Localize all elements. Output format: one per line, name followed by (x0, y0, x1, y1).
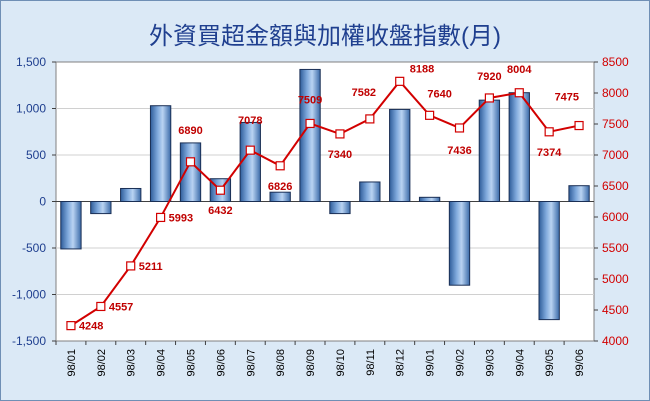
data-label: 7640 (427, 88, 451, 100)
line-point (305, 118, 315, 129)
line-point (126, 261, 136, 271)
line-point (395, 76, 405, 86)
data-label: 8188 (410, 63, 434, 75)
data-label: 8004 (507, 64, 532, 76)
left-tick-label: 1,500 (16, 55, 46, 69)
bar (568, 185, 590, 203)
x-tick-label: 98/03 (126, 349, 138, 377)
x-tick-label: 98/10 (335, 349, 347, 377)
line-point (66, 321, 76, 331)
bar (418, 196, 441, 203)
bar (508, 92, 530, 202)
x-tick-label: 98/12 (395, 349, 407, 377)
left-axis: -1,500 -1,000 -500 0 500 1,000 1,500 (12, 55, 56, 348)
grid-lines (56, 108, 594, 295)
right-tick-label: 8500 (602, 55, 629, 69)
x-tick-label: 99/04 (514, 349, 526, 377)
x-tick-label: 99/02 (455, 349, 467, 377)
line-point (365, 114, 375, 124)
left-tick-label: 1,000 (16, 102, 46, 116)
right-tick-label: 6500 (602, 179, 629, 193)
right-axis: 4000 4500 5000 5500 6000 6500 7000 7500 8000 8500 (594, 55, 629, 348)
bar (90, 201, 112, 215)
x-tick-label: 99/03 (484, 349, 496, 377)
x-tick-label: 98/07 (245, 349, 257, 377)
data-label: 7374 (537, 147, 562, 159)
bar (538, 201, 560, 321)
bar (299, 68, 321, 202)
line-point (215, 185, 225, 195)
index-line (70, 79, 580, 327)
chart-title: 外資買超金額與加權收盤指數(月) (149, 23, 501, 50)
x-tick-label: 98/04 (156, 349, 168, 377)
right-tick-label: 7500 (602, 117, 629, 131)
x-tick-label: 98/02 (96, 349, 108, 377)
line-point (156, 212, 166, 223)
bar (179, 142, 202, 203)
data-label: 7436 (447, 145, 471, 157)
x-tick-label: 98/06 (215, 349, 227, 377)
data-label: 7475 (555, 92, 579, 104)
data-label: 7078 (238, 115, 262, 127)
data-label: 7582 (352, 87, 376, 99)
x-tick-label: 98/05 (186, 349, 198, 377)
line-point (96, 301, 106, 312)
left-tick-label: -1,500 (12, 334, 46, 348)
left-tick-label: -500 (22, 241, 46, 255)
x-tick-label: 98/08 (275, 349, 287, 377)
data-label: 6432 (208, 205, 232, 217)
bar (269, 191, 291, 202)
line-point (544, 127, 554, 137)
bar-series (60, 68, 590, 321)
line-series (66, 76, 584, 331)
x-axis: 98/01 98/02 98/03 98/04 98/05 98/06 98/07 98/08… (55, 341, 586, 377)
x-tick-label: 99/06 (574, 349, 586, 377)
bar (239, 121, 261, 202)
left-tick-label: 500 (26, 148, 46, 162)
right-tick-label: 5500 (602, 241, 629, 255)
line-point (454, 123, 465, 133)
data-label: 4248 (79, 321, 103, 333)
bar (389, 108, 411, 202)
data-label: 5211 (139, 261, 163, 273)
line-point (335, 129, 345, 139)
line-point (514, 88, 524, 98)
data-label: 6826 (268, 181, 292, 193)
data-label: 7509 (298, 94, 322, 106)
right-tick-label: 7000 (602, 148, 629, 162)
x-tick-label: 98/11 (365, 349, 377, 376)
data-label: 7920 (477, 71, 501, 83)
right-tick-label: 5000 (602, 272, 629, 286)
right-tick-label: 4500 (602, 303, 629, 317)
data-label: 4557 (109, 301, 133, 313)
line-point (484, 93, 494, 103)
x-tick-label: 98/01 (66, 349, 78, 377)
x-tick-label: 99/05 (544, 349, 556, 377)
line-point (574, 120, 584, 131)
line-point (425, 110, 435, 120)
bar (478, 99, 501, 202)
right-tick-label: 4000 (602, 334, 629, 348)
bar (120, 187, 142, 202)
data-label: 5993 (169, 212, 193, 224)
x-tick-label: 99/01 (425, 349, 437, 377)
bar (448, 201, 471, 286)
data-label: 7340 (328, 149, 352, 161)
data-labels: 4248 4557 5211 5993 6890 6432 7078 6826 7509 7340… (79, 63, 579, 332)
line-point (275, 161, 285, 171)
left-tick-label: 0 (39, 195, 46, 209)
right-tick-label: 8000 (602, 86, 629, 100)
bar (359, 181, 381, 203)
x-tick-label: 98/09 (305, 349, 317, 377)
line-point (245, 145, 255, 155)
bar (329, 201, 351, 215)
left-tick-label: -1,000 (12, 288, 46, 302)
right-tick-label: 6000 (602, 210, 629, 224)
bar (60, 201, 82, 250)
data-label: 6890 (178, 125, 202, 137)
line-point (185, 157, 196, 167)
bar (149, 105, 172, 202)
